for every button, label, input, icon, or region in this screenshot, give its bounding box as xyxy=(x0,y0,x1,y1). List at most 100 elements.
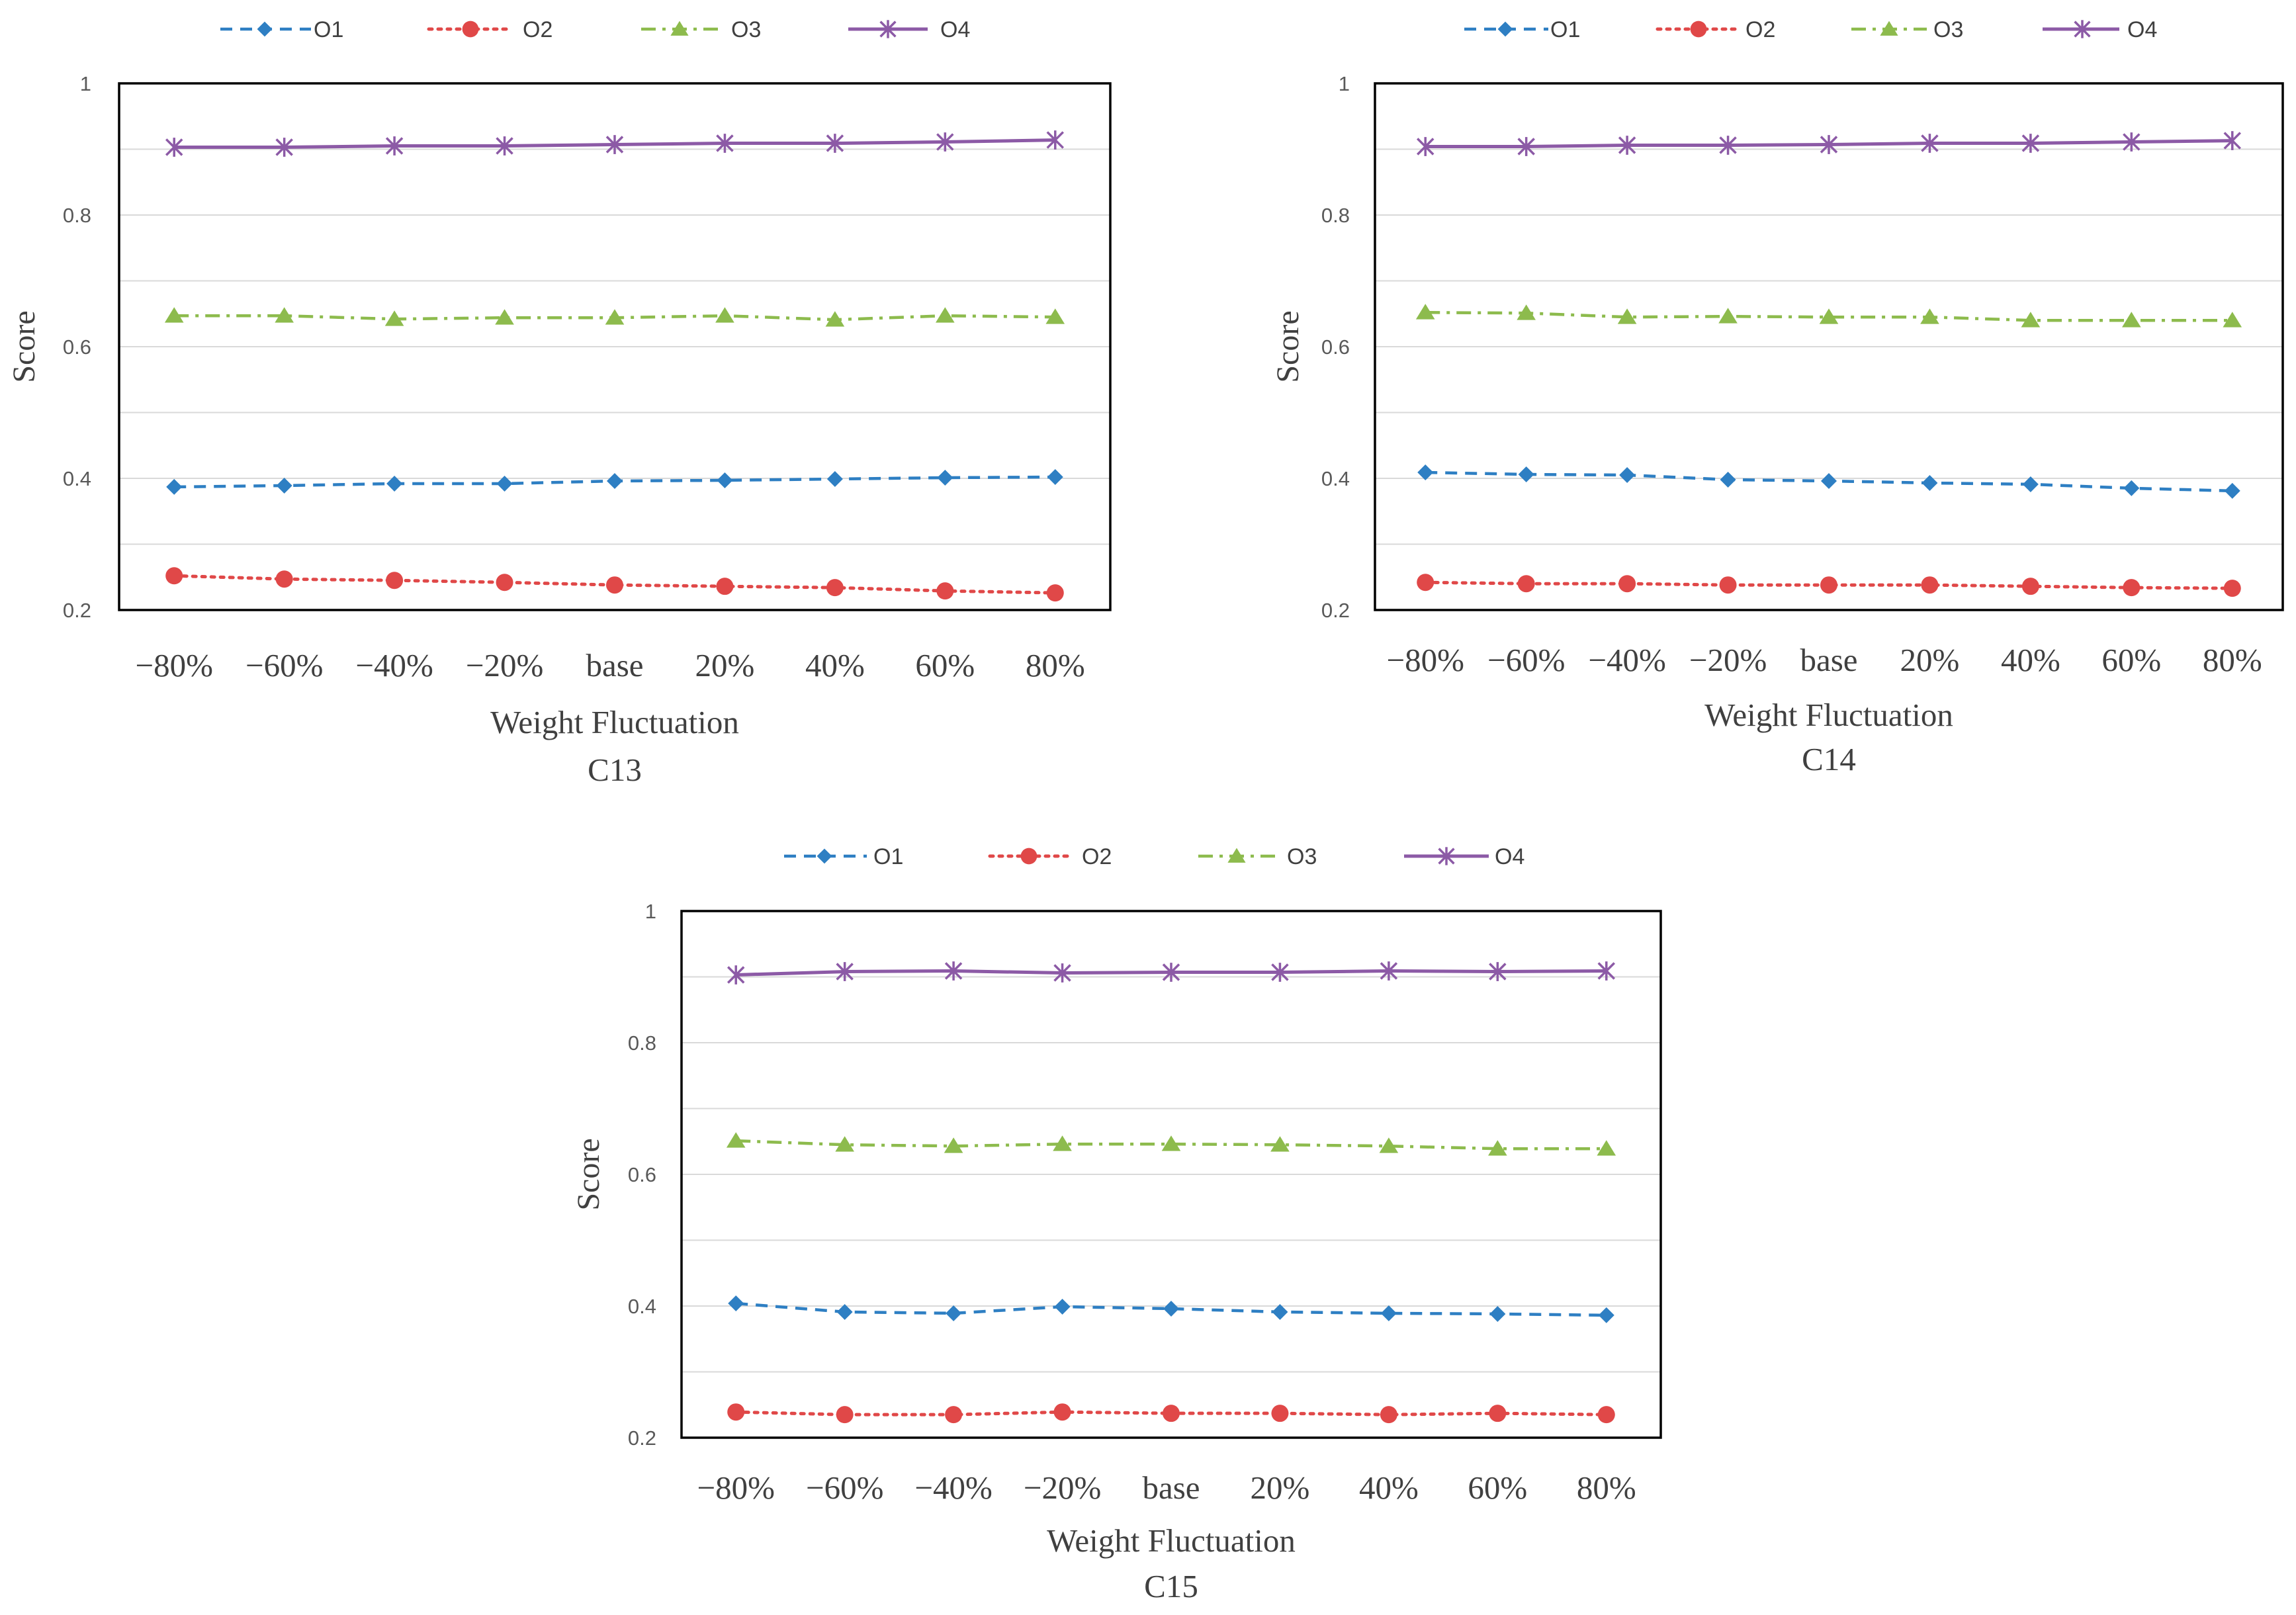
data-point xyxy=(1380,1406,1397,1424)
data-point xyxy=(1380,1305,1397,1321)
x-tick-label: base xyxy=(1800,642,1857,678)
x-tick-label: −60% xyxy=(245,647,323,683)
legend-entry-o1: O1 xyxy=(220,17,343,42)
data-point xyxy=(1821,472,1837,489)
legend-marker xyxy=(2074,20,2091,38)
series-o3 xyxy=(1415,304,2242,327)
data-point xyxy=(1053,963,1071,982)
data-point xyxy=(1517,137,1535,156)
plot-frame xyxy=(118,82,1112,611)
data-point xyxy=(835,1136,854,1152)
data-point xyxy=(1517,575,1535,593)
legend-marker xyxy=(1020,848,1038,865)
data-point xyxy=(2021,578,2039,595)
data-point xyxy=(1488,1140,1507,1156)
x-tick-label: 60% xyxy=(1468,1469,1527,1506)
x-tick-label: 80% xyxy=(1577,1469,1636,1506)
legend-marker xyxy=(1690,21,1707,38)
data-point xyxy=(1719,576,1737,594)
data-point xyxy=(164,307,184,323)
legend-marker xyxy=(257,21,273,37)
y-tick-label: 0.8 xyxy=(63,204,91,227)
x-axis-label: Weight Fluctuation xyxy=(490,704,739,740)
data-point xyxy=(1518,466,1534,483)
legend-marker xyxy=(1227,848,1246,863)
data-point xyxy=(2223,580,2241,597)
legend-entry-o2: O2 xyxy=(1656,17,1775,42)
data-point xyxy=(1720,471,1736,488)
data-point xyxy=(1921,474,1938,491)
legend-label: O1 xyxy=(1550,17,1580,42)
data-point xyxy=(1489,962,1507,981)
legend-label: O2 xyxy=(1745,17,1775,42)
legend: O1 O2 O3 O4 xyxy=(220,17,970,42)
data-point xyxy=(1045,308,1065,324)
data-point xyxy=(728,1295,744,1312)
data-point xyxy=(1162,963,1180,982)
data-point xyxy=(1417,574,1435,591)
data-point xyxy=(605,309,625,325)
x-tick-label: 60% xyxy=(915,647,975,683)
y-tick-label: 1 xyxy=(1339,72,1350,95)
series-o3 xyxy=(164,307,1065,327)
data-point xyxy=(2022,476,2039,492)
x-tick-label: −40% xyxy=(355,647,433,683)
data-point xyxy=(1820,135,1838,154)
legend-label: O4 xyxy=(2127,17,2157,42)
data-point xyxy=(1417,464,1434,481)
data-point xyxy=(1047,469,1063,486)
legend-entry-o4: O4 xyxy=(848,17,970,42)
data-point xyxy=(386,572,404,589)
legend: O1 O2 O3 O4 xyxy=(784,844,1524,869)
data-point xyxy=(2021,312,2041,327)
series-o2 xyxy=(1417,574,2241,597)
x-tick-label: −60% xyxy=(1487,642,1565,678)
y-tick-label: 0.6 xyxy=(63,335,91,359)
data-point xyxy=(1598,1307,1614,1323)
data-point xyxy=(1820,576,1837,594)
data-point xyxy=(1618,575,1636,593)
plot-frame xyxy=(680,910,1662,1439)
data-point xyxy=(936,582,954,600)
data-point xyxy=(826,579,844,597)
legend-label: O1 xyxy=(873,844,903,869)
series-o1 xyxy=(728,1295,1614,1323)
data-point xyxy=(2224,482,2240,499)
data-point xyxy=(1046,584,1064,602)
data-point xyxy=(2123,132,2141,152)
x-tick-label: base xyxy=(586,647,643,683)
data-point xyxy=(1053,1135,1072,1151)
y-tick-label: 1 xyxy=(80,72,91,95)
data-point xyxy=(1163,1405,1180,1422)
series-o1 xyxy=(1417,464,2240,499)
data-point xyxy=(1046,130,1065,150)
series-o4 xyxy=(727,961,1616,984)
legend: O1 O2 O3 O4 xyxy=(1464,17,2157,42)
y-tick-label: 0.8 xyxy=(1321,204,1350,227)
data-point xyxy=(1416,137,1435,156)
data-point xyxy=(2021,134,2040,153)
data-point xyxy=(1921,134,1939,153)
data-point xyxy=(165,138,183,157)
data-point xyxy=(946,1305,962,1321)
data-point xyxy=(1161,1135,1181,1151)
x-axis-label: Weight Fluctuation xyxy=(1047,1522,1296,1559)
legend-label: O1 xyxy=(314,17,343,42)
data-point xyxy=(1163,1300,1179,1317)
data-point xyxy=(1517,304,1536,320)
legend-label: O4 xyxy=(1495,844,1524,869)
x-tick-label: 40% xyxy=(1359,1469,1419,1506)
chart-title: C13 xyxy=(588,752,642,788)
series-line xyxy=(1423,580,2234,590)
series-o4 xyxy=(1416,131,2242,156)
chart-c14: 0.2 0.4 0.6 0.8 1 −80% −60% −40% −20% base 20% 40% 6… xyxy=(1270,17,2284,777)
y-axis-label: Score xyxy=(1270,310,1305,382)
legend-marker xyxy=(462,21,479,38)
legend-marker xyxy=(1880,21,1898,36)
legend-label: O3 xyxy=(1287,844,1317,869)
data-point xyxy=(836,1303,853,1320)
data-point xyxy=(1271,963,1289,982)
legend-marker xyxy=(670,21,689,36)
data-point xyxy=(1379,1137,1399,1153)
legend-entry-o3: O3 xyxy=(1851,17,1963,42)
